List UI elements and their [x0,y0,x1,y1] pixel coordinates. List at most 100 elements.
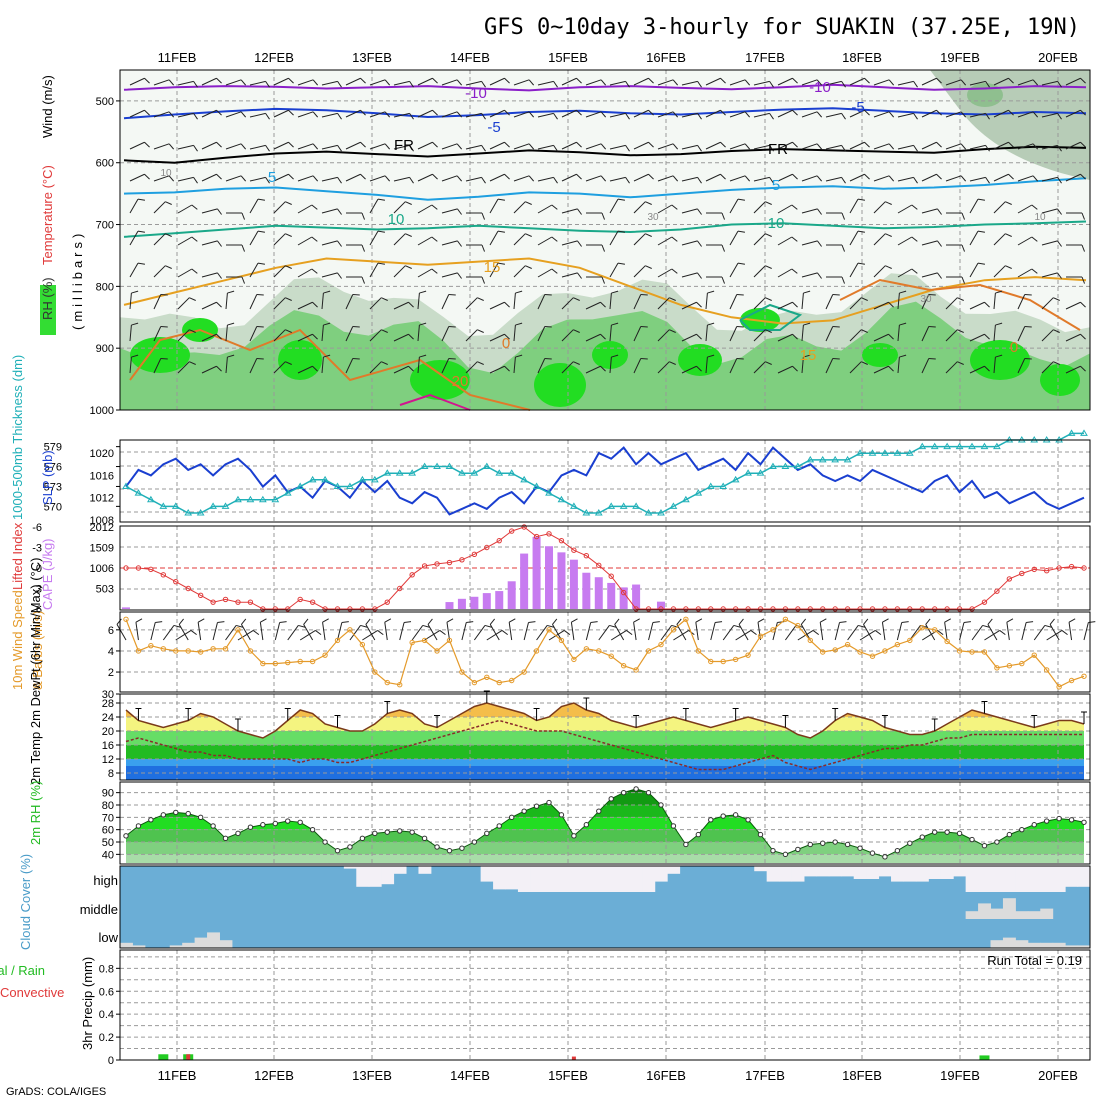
isotherm-line-20 [129,328,531,411]
upper-wind-barb-feather [553,81,558,88]
rh-shading-high [1040,364,1080,396]
rh2m-marker [446,847,453,854]
upper-wind-barb [489,109,505,118]
temperature-band [126,731,1084,745]
cloud-high-bar [617,866,631,892]
precip-tick-label: 0.6 [99,986,114,998]
upper-wind-barb [1017,358,1026,374]
upper-wind-barb-feather [957,361,964,365]
upper-wind-barb [177,236,193,246]
upper-wind-barb [153,358,162,374]
upper-wind-barb [1065,173,1081,182]
upper-wind-barb-feather [744,175,751,182]
cloud-low-bar [1027,942,1041,948]
upper-wind-barb-feather [791,236,798,242]
upper-wind-barb [369,230,379,246]
wind10m-barb-feather [235,624,244,628]
wind10m-barb [178,624,189,641]
pressure-tick-label: 1000 [90,405,114,417]
upper-wind-barb-feather [241,276,246,284]
thickness-marker [806,455,815,463]
upper-wind-barb-feather [577,208,582,215]
rh-legend-swatch [40,285,56,335]
lifted-index-line [123,524,1087,612]
upper-wind-barb-feather [995,354,1003,358]
upper-wind-barb-feather [1057,177,1062,184]
pressure-tick-label: 600 [96,158,114,170]
upper-wind-barb-feather [528,111,535,118]
upper-wind-barb [777,173,793,182]
lifted-index-marker [583,553,590,559]
upper-wind-barb [489,141,505,150]
rh2m-axis-label: 2m RH (%) [28,781,43,845]
upper-wind-barb-feather [168,111,175,118]
temperature-band [126,696,1084,703]
upper-wind-barb [225,143,242,150]
slp-tick-label: 1008 [90,515,114,527]
upper-wind-barb-feather [288,141,294,148]
upper-wind-barb [729,294,738,310]
upper-wind-barb-feather [285,329,292,333]
upper-wind-barb-feather [792,333,798,340]
rh2m-marker [708,817,714,823]
upper-wind-barb [201,240,218,246]
upper-wind-barb [993,141,1009,150]
upper-wind-barb-feather [985,81,990,88]
contour-label: -5 [851,99,864,116]
upper-wind-barb-feather [625,113,630,120]
upper-wind-barb [825,176,842,182]
upper-wind-barb [633,201,646,214]
temperature-dewpoint-lines [125,690,1087,771]
upper-wind-barb [801,143,818,150]
thickness-marker [171,502,180,509]
thickness-marker [458,469,466,476]
upper-wind-barb-feather [841,276,846,284]
upper-wind-barb [849,361,862,374]
rh-shading-upper-core [967,83,1003,107]
upper-wind-barb [153,201,166,214]
upper-wind-barb [921,240,938,246]
upper-wind-barb [921,272,938,278]
upper-wind-barb [129,230,139,246]
thickness-marker [234,495,242,503]
isotherm-line [123,220,1087,238]
lifted-index-marker [869,606,876,612]
cloud-high-bar [505,866,519,890]
thickness-marker [420,462,429,470]
upper-wind-barb-feather [216,141,222,148]
upper-wind-barb-feather [573,329,580,333]
upper-wind-barb-feather [696,365,702,372]
wind10m-barb [446,622,450,641]
upper-wind-barb [753,233,766,246]
wind10m-marker [795,622,801,629]
wind10m-barb [859,630,876,641]
wind10m-barb [237,630,254,641]
upper-wind-barb-feather [841,81,846,88]
upper-wind-barb [921,109,937,118]
upper-wind-barb-feather [936,109,942,116]
upper-wind-barb [585,111,602,118]
rh2m-marker [944,829,950,835]
upper-wind-barb [153,233,166,246]
upper-wind-barb-feather [984,333,990,340]
wind10m-marker [857,649,863,655]
upper-wind-barb [513,233,526,246]
upper-wind-barb [129,173,145,182]
upper-wind-barb [657,268,673,278]
upper-wind-barb [873,111,890,118]
wind10m-marker [260,660,266,667]
upper-wind-barb [825,294,834,310]
rh2m-marker [757,831,764,838]
rh2m-marker [956,830,963,837]
upper-wind-barb-feather [995,322,1003,326]
upper-wind-barb [585,143,602,150]
top-date-label: 13FEB [352,50,392,65]
wind10m-marker [322,652,328,658]
upper-wind-barb [393,333,409,342]
upper-wind-barb-feather [193,113,198,120]
rh2m-marker [334,847,341,854]
wind10m-barb [959,622,965,641]
wind10m-marker [471,679,478,686]
contour-label: -10 [809,79,831,96]
upper-wind-barb-feather [553,145,558,152]
